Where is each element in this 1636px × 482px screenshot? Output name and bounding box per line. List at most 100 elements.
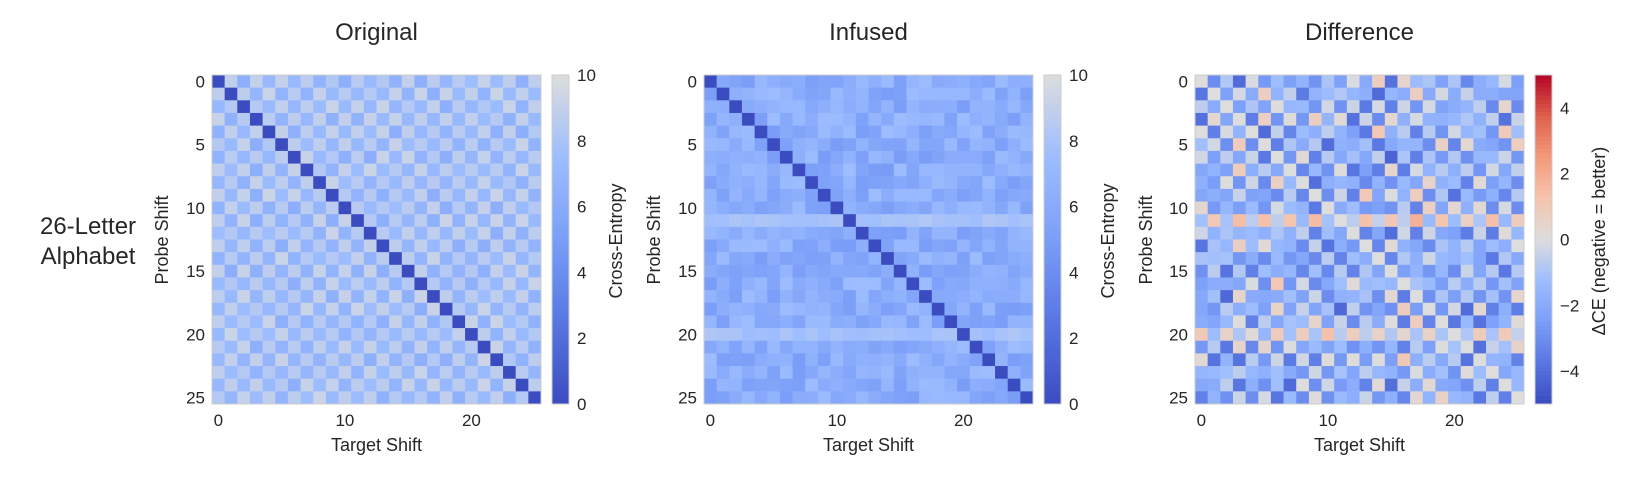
heatmap-cell bbox=[957, 125, 971, 139]
heatmap-cell bbox=[1473, 366, 1487, 380]
heatmap-cell bbox=[969, 378, 983, 392]
colorbar-segment bbox=[1044, 342, 1061, 347]
heatmap-cell bbox=[503, 125, 517, 139]
heatmap-cell bbox=[805, 188, 819, 202]
heatmap-cell bbox=[477, 252, 491, 266]
heatmap-cell bbox=[212, 125, 226, 139]
colorbar-segment bbox=[1535, 297, 1552, 302]
colorbar-segment bbox=[552, 186, 569, 191]
heatmap-cell bbox=[767, 112, 781, 127]
heatmap-cell bbox=[969, 176, 983, 190]
heatmap-cell bbox=[893, 176, 907, 190]
heatmap-cell bbox=[1498, 163, 1512, 177]
heatmap-cell bbox=[212, 302, 226, 316]
heatmap-cell bbox=[741, 239, 756, 253]
heatmap-cell bbox=[995, 75, 1009, 89]
colorbar-segment bbox=[1535, 136, 1552, 142]
heatmap-cell bbox=[1346, 176, 1360, 190]
heatmap-cell bbox=[1448, 328, 1462, 342]
heatmap-cell bbox=[1384, 75, 1398, 89]
heatmap-cell bbox=[1384, 100, 1398, 114]
heatmap-cell bbox=[1308, 112, 1322, 127]
colorbar-segment bbox=[1044, 325, 1061, 331]
heatmap-cell bbox=[1321, 75, 1335, 89]
heatmap-cell bbox=[287, 328, 301, 342]
heatmap-cell bbox=[704, 328, 718, 342]
heatmap-cell bbox=[224, 226, 238, 240]
colorbar-segment bbox=[1535, 247, 1552, 253]
heatmap-cell bbox=[1296, 226, 1310, 240]
y-tick-label: 15 bbox=[678, 262, 697, 281]
heatmap-cell bbox=[1346, 201, 1360, 215]
heatmap-cell bbox=[490, 226, 504, 240]
heatmap-cell bbox=[1460, 277, 1474, 291]
heatmap-cell bbox=[1486, 226, 1500, 240]
heatmap-cell bbox=[1308, 302, 1322, 316]
heatmap-cell bbox=[906, 302, 920, 316]
heatmap-cell bbox=[716, 125, 730, 139]
colorbar-tick-label: 6 bbox=[577, 198, 586, 217]
heatmap-cell bbox=[704, 163, 718, 177]
heatmap-infused bbox=[703, 74, 1034, 405]
heatmap-cell bbox=[729, 239, 743, 253]
colorbar-segment bbox=[552, 223, 569, 228]
heatmap-cell bbox=[1270, 353, 1284, 367]
heatmap-cell bbox=[1220, 226, 1234, 240]
heatmap-cell bbox=[389, 176, 403, 190]
heatmap-cell bbox=[414, 201, 428, 215]
heatmap-cell bbox=[363, 302, 377, 316]
heatmap-cell bbox=[843, 87, 857, 101]
heatmap-cell bbox=[767, 214, 781, 228]
heatmap-cell bbox=[1346, 125, 1360, 139]
colorbar-segment bbox=[1535, 305, 1552, 310]
colorbar-segment bbox=[552, 358, 569, 364]
heatmap-cell bbox=[325, 353, 339, 367]
heatmap-cell bbox=[843, 277, 857, 291]
heatmap-cell bbox=[855, 340, 869, 354]
colorbar-segment bbox=[1535, 309, 1552, 315]
heatmap-cell bbox=[1410, 112, 1424, 127]
heatmap-cell bbox=[855, 378, 869, 392]
heatmap-cell bbox=[704, 378, 718, 392]
heatmap-cell bbox=[868, 239, 882, 253]
heatmap-cell bbox=[995, 391, 1009, 405]
colorbar-segment bbox=[1535, 375, 1552, 380]
heatmap-cell bbox=[490, 353, 504, 367]
heatmap-cell bbox=[1410, 277, 1424, 291]
heatmap-cell bbox=[212, 391, 226, 405]
heatmap-cell bbox=[1007, 125, 1021, 139]
colorbar-segment bbox=[1044, 235, 1061, 240]
heatmap-cell bbox=[868, 366, 882, 380]
heatmap-cell bbox=[729, 391, 743, 405]
heatmap-cell bbox=[1435, 340, 1449, 354]
heatmap-cell bbox=[427, 277, 441, 291]
heatmap-cell bbox=[1220, 315, 1234, 329]
heatmap-cell bbox=[427, 391, 441, 405]
colorbar-segment bbox=[1535, 342, 1552, 347]
heatmap-cell bbox=[363, 188, 377, 202]
colorbar-segment bbox=[1044, 379, 1061, 384]
heatmap-cell bbox=[275, 201, 289, 215]
heatmap-cell bbox=[313, 277, 327, 291]
heatmap-cell bbox=[1296, 353, 1310, 367]
heatmap-cell bbox=[982, 290, 996, 304]
heatmap-cell bbox=[1435, 176, 1449, 190]
heatmap-cell bbox=[477, 214, 491, 228]
heatmap-cell bbox=[313, 176, 327, 190]
heatmap-cell bbox=[465, 252, 479, 266]
colorbar-segment bbox=[1044, 231, 1061, 236]
heatmap-cell bbox=[1410, 252, 1424, 266]
heatmap-cell bbox=[1296, 277, 1310, 291]
heatmap-cell bbox=[427, 201, 441, 215]
heatmap-cell bbox=[528, 87, 542, 101]
heatmap-cell bbox=[792, 252, 806, 266]
heatmap-cell bbox=[490, 315, 504, 329]
heatmap-cell bbox=[779, 201, 793, 215]
heatmap-cell bbox=[919, 100, 933, 114]
heatmap-cell bbox=[389, 277, 403, 291]
heatmap-cell bbox=[1448, 378, 1462, 392]
heatmap-cell bbox=[300, 163, 314, 177]
heatmap-cell bbox=[931, 378, 945, 392]
heatmap-cell bbox=[779, 138, 793, 152]
